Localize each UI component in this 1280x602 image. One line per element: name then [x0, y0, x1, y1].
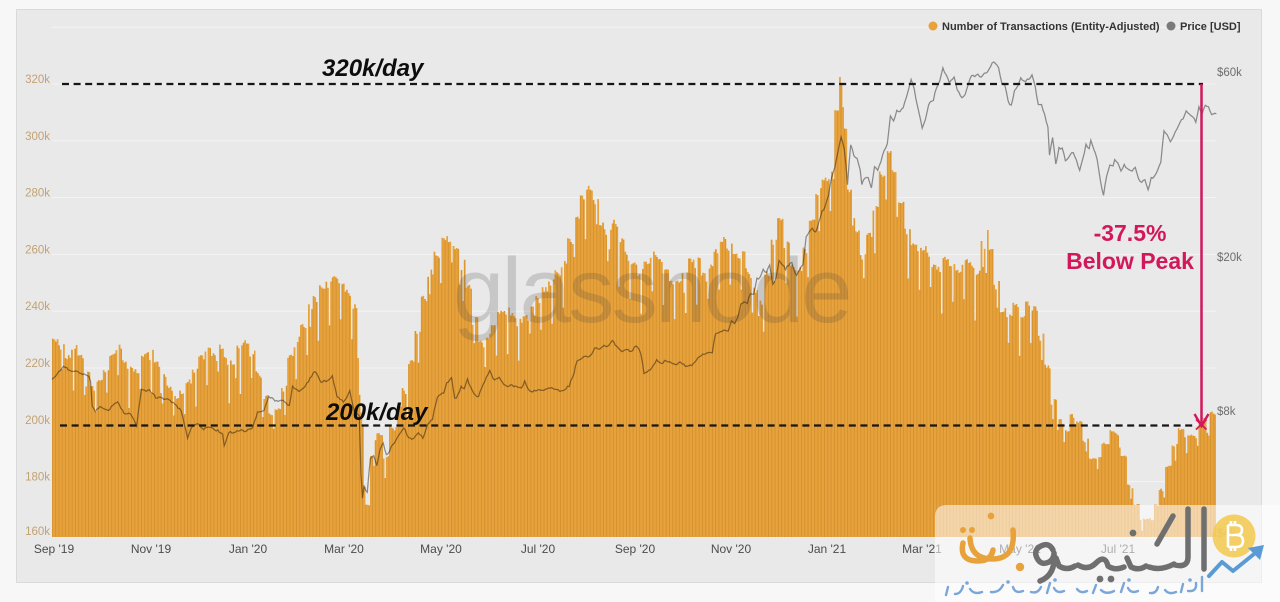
svg-text:Nov '19: Nov '19	[131, 542, 172, 556]
svg-text:160k: 160k	[25, 526, 50, 538]
svg-text:Sep '19: Sep '19	[34, 542, 75, 556]
svg-text:300k: 300k	[25, 131, 50, 143]
svg-text:280k: 280k	[25, 188, 50, 200]
svg-text:260k: 260k	[25, 244, 50, 256]
svg-text:May '20: May '20	[420, 542, 462, 556]
svg-text:Mar '20: Mar '20	[324, 542, 364, 556]
svg-text:Below Peak: Below Peak	[1066, 248, 1194, 274]
svg-text:200k/day: 200k/day	[325, 399, 429, 426]
svg-text:Jan '20: Jan '20	[229, 542, 268, 556]
svg-text:$60k: $60k	[1217, 67, 1242, 79]
svg-text:220k: 220k	[25, 358, 50, 370]
svg-text:$8k: $8k	[1217, 406, 1236, 418]
svg-text:Mar '21: Mar '21	[902, 542, 942, 556]
svg-text:$20k: $20k	[1217, 252, 1242, 264]
svg-text:Jul '20: Jul '20	[521, 542, 556, 556]
svg-text:Number of Transactions (Entity: Number of Transactions (Entity-Adjusted)	[942, 21, 1160, 33]
svg-text:Sep '20: Sep '20	[615, 542, 656, 556]
svg-text:Price [USD]: Price [USD]	[1180, 21, 1241, 33]
svg-text:glassnode: glassnode	[453, 240, 850, 342]
svg-text:Jan '21: Jan '21	[808, 542, 847, 556]
svg-text:240k: 240k	[25, 301, 50, 313]
svg-text:200k: 200k	[25, 415, 50, 427]
svg-text:-37.5%: -37.5%	[1094, 220, 1167, 246]
svg-text:Nov '20: Nov '20	[711, 542, 752, 556]
svg-text:320k/day: 320k/day	[322, 55, 425, 82]
svg-text:320k: 320k	[25, 74, 50, 86]
svg-text:180k: 180k	[25, 472, 50, 484]
